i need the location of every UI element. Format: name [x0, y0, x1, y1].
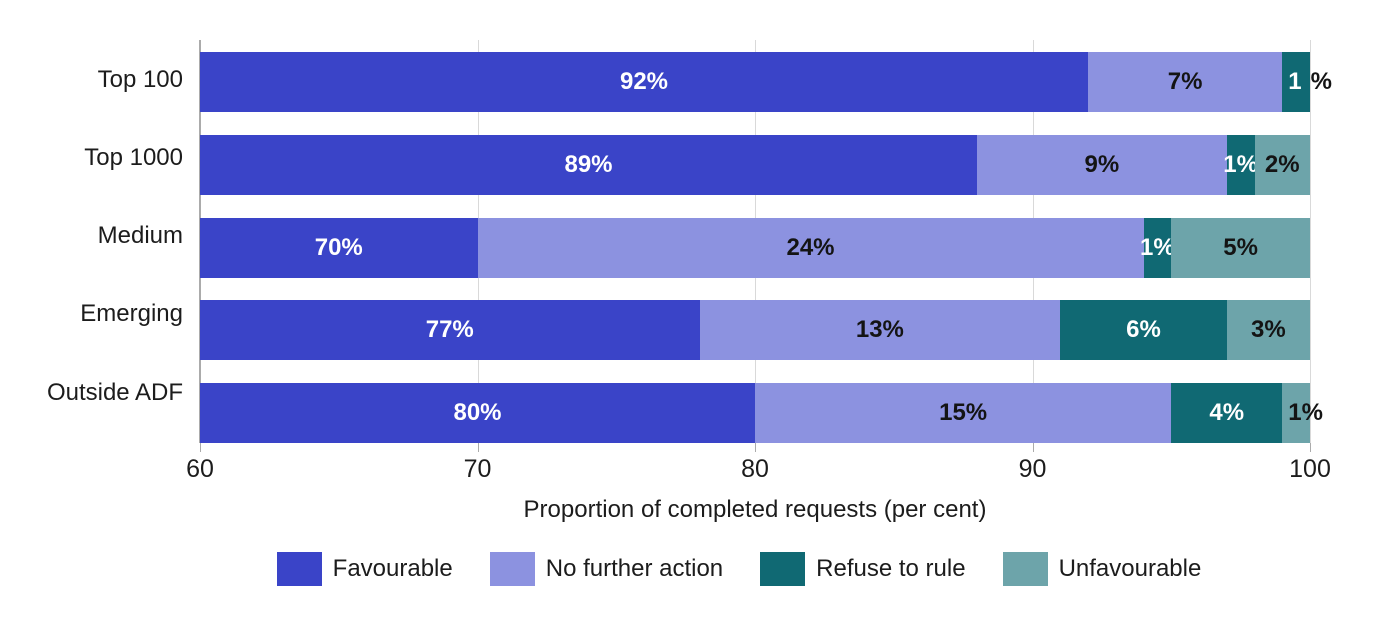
- value-label: 1%: [1288, 399, 1323, 426]
- value-label: 2%: [1264, 150, 1300, 178]
- tick-label-60: 60: [186, 455, 214, 483]
- bar-row-emerging: 77% 13% 6% 3%: [200, 300, 1310, 361]
- tick-mark-70: [477, 443, 479, 452]
- value-label: 9%: [1084, 150, 1120, 178]
- bar-row-medium: 70% 24% 1% 5%: [200, 217, 1310, 278]
- category-label-medium: Medium: [97, 222, 183, 250]
- value-label: 92%: [619, 68, 669, 95]
- bar-segment-medium-favourable: 70%: [200, 217, 478, 278]
- legend-item-refuse-to-rule: Refuse to rule: [760, 552, 966, 586]
- y-axis-labels: Top 100 Top 1000 Medium Emerging Outside ADF: [0, 40, 183, 443]
- tick-mark-60: [200, 443, 201, 452]
- bar-segment-outside-adf-no-further-action: 15%: [755, 383, 1172, 443]
- bar-segment-medium-unfavourable: 5%: [1171, 217, 1310, 278]
- value-label: 13%: [855, 316, 904, 344]
- legend-label: No further action: [545, 555, 724, 582]
- value-label: 80%: [453, 399, 502, 426]
- legend-swatch-no-further-action: [489, 552, 535, 586]
- value-label: 77%: [425, 316, 474, 344]
- bar-segment-outside-adf-unfavourable: 1%: [1282, 383, 1323, 443]
- legend-item-no-further-action: No further action: [489, 552, 724, 586]
- tick-label-80: 80: [741, 455, 769, 483]
- legend: Favourable No further action Refuse to rul…: [0, 552, 1378, 586]
- legend-label: Favourable: [332, 555, 453, 582]
- value-label: 15%: [939, 399, 988, 426]
- value-label-part: %: [1310, 68, 1332, 95]
- bar-segment-emerging-no-further-action: 13%: [699, 300, 1061, 361]
- bar-segment-emerging-favourable: 77%: [200, 300, 700, 361]
- bar-segment-medium-refuse-to-rule: 1%: [1140, 217, 1175, 278]
- bar-row-top-1000: 89% 9% 1% 2%: [200, 134, 1310, 195]
- value-label: 70%: [314, 233, 363, 261]
- value-label: 89%: [564, 150, 613, 178]
- bar-segment-outside-adf-refuse-to-rule: 4%: [1171, 383, 1283, 443]
- value-label: 1%: [1140, 233, 1175, 261]
- value-label-part: 1: [1288, 68, 1302, 95]
- value-label: 1%: [1223, 150, 1258, 178]
- legend-item-unfavourable: Unfavourable: [1002, 552, 1202, 586]
- bar-segment-top-1000-no-further-action: 9%: [977, 134, 1227, 195]
- legend-swatch-favourable: [276, 552, 322, 586]
- value-label: 24%: [786, 233, 835, 261]
- x-axis-title: Proportion of completed requests (per ce…: [523, 496, 987, 523]
- bar-segment-top-100-no-further-action: 7%: [1088, 52, 1283, 112]
- tick-label-100: 100: [1289, 455, 1331, 483]
- tick-mark-80: [755, 443, 756, 452]
- value-label: 6%: [1126, 316, 1161, 344]
- x-axis: 60 70 80 90 100: [186, 443, 1331, 493]
- bar-segment-top-1000-refuse-to-rule: 1%: [1223, 134, 1258, 195]
- bars: 92% 7% 1% 89% 9% 1% 2% 70% 24% 1% 5% 77% 13% 6% 3% 80% 1…: [200, 40, 1332, 443]
- legend-label: Unfavourable: [1058, 555, 1202, 582]
- bar-segment-top-1000-unfavourable: 2%: [1254, 134, 1310, 195]
- category-label-outside-adf: Outside ADF: [46, 378, 183, 406]
- legend-item-favourable: Favourable: [276, 552, 453, 586]
- legend-label: Refuse to rule: [816, 555, 966, 582]
- bar-segment-medium-no-further-action: 24%: [477, 217, 1144, 278]
- plot-area: 92% 7% 1% 89% 9% 1% 2% 70% 24% 1% 5% 77% 13% 6% 3% 80% 1…: [199, 40, 1332, 443]
- value-label: 4%: [1209, 399, 1245, 426]
- value-label: 3%: [1251, 316, 1286, 344]
- value-label: 5%: [1223, 233, 1258, 261]
- tick-label-70: 70: [463, 455, 492, 483]
- gridline-100: [1310, 40, 1311, 443]
- legend-swatch-refuse-to-rule: [760, 552, 806, 586]
- bar-segment-top-1000-favourable: 89%: [200, 134, 977, 195]
- value-label: 7%: [1167, 68, 1203, 95]
- bar-segment-top-100-favourable: 92%: [200, 52, 1088, 112]
- bar-segment-emerging-unfavourable: 3%: [1226, 300, 1310, 361]
- value-label: 1%: [1282, 52, 1332, 112]
- category-label-top-100: Top 100: [97, 65, 183, 93]
- tick-label-90: 90: [1018, 455, 1047, 483]
- tick-mark-100: [1310, 443, 1311, 452]
- category-label-top-1000: Top 1000: [84, 143, 183, 171]
- tick-mark-90: [1032, 443, 1034, 452]
- bar-row-outside-adf: 80% 15% 4% 1%: [200, 383, 1323, 443]
- legend-swatch-unfavourable: [1002, 552, 1048, 586]
- bar-segment-top-100-refuse-to-rule: 1%: [1282, 52, 1332, 112]
- bar-segment-emerging-refuse-to-rule: 6%: [1060, 300, 1227, 361]
- bar-row-top-100: 92% 7% 1%: [200, 52, 1332, 112]
- bar-segment-outside-adf-favourable: 80%: [200, 383, 755, 443]
- category-label-emerging: Emerging: [80, 300, 183, 328]
